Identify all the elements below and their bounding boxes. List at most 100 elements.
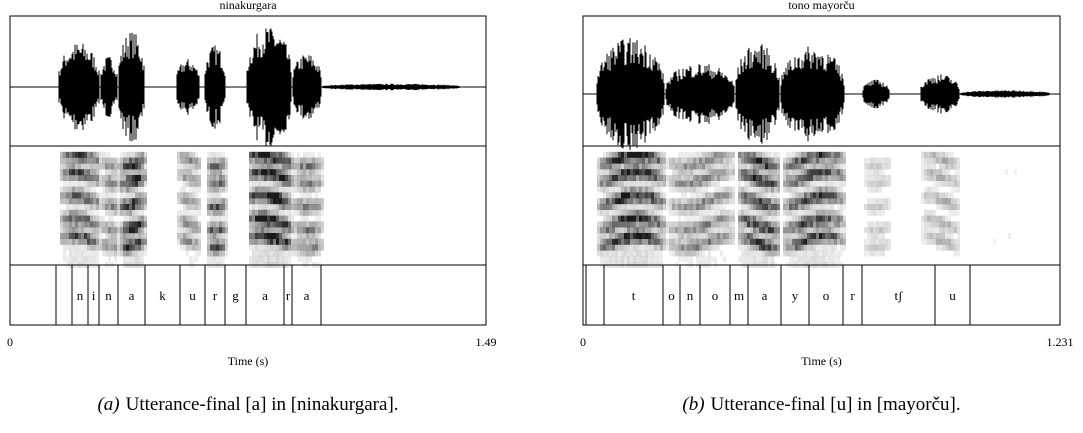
spectrogram-cell bbox=[672, 198, 675, 205]
spectrogram-cell bbox=[90, 233, 93, 239]
spectrogram-cell bbox=[63, 175, 66, 181]
spectrogram-cell bbox=[771, 256, 774, 263]
spectrogram-cell bbox=[642, 244, 645, 251]
spectrogram-cell bbox=[639, 169, 642, 176]
spectrogram-cell bbox=[255, 157, 258, 164]
spectrogram-cell bbox=[831, 250, 834, 257]
spectrogram-cell bbox=[294, 221, 297, 228]
spectrogram-cell bbox=[732, 233, 735, 239]
spectrogram-cell bbox=[876, 175, 879, 181]
spectrogram-cell bbox=[300, 233, 303, 239]
spectrogram-cell bbox=[678, 238, 681, 245]
spectrogram-cell bbox=[732, 221, 735, 228]
spectrogram-cell bbox=[696, 198, 699, 205]
spectrogram-cell bbox=[939, 169, 942, 176]
spectrogram-cell bbox=[924, 215, 927, 222]
spectrogram-cell bbox=[696, 256, 699, 263]
spectrogram-cell bbox=[819, 169, 822, 176]
spectrogram-cell bbox=[609, 215, 612, 222]
spectrogram-cell bbox=[276, 250, 279, 257]
spectrogram-cell bbox=[270, 163, 273, 170]
spectrogram-cell bbox=[672, 244, 675, 251]
spectrogram-cell bbox=[120, 192, 123, 199]
spectrogram-cell bbox=[930, 151, 933, 158]
spectrogram-cell bbox=[96, 192, 99, 199]
spectrogram-cell bbox=[105, 151, 108, 158]
spectrogram-cell bbox=[612, 256, 615, 263]
spectrogram-cell bbox=[726, 175, 729, 181]
spectrogram-cell bbox=[678, 215, 681, 222]
spectrogram-cell bbox=[696, 169, 699, 176]
spectrogram-cell bbox=[60, 169, 63, 176]
spectrogram-cell bbox=[621, 244, 624, 251]
spectrogram-cell bbox=[276, 227, 279, 234]
spectrogram-cell bbox=[840, 175, 843, 181]
spectrogram-cell bbox=[729, 169, 732, 176]
spectrogram-cell bbox=[948, 233, 951, 239]
spectrogram-cell bbox=[669, 175, 672, 181]
spectrogram-cell bbox=[216, 209, 219, 216]
spectrogram-cell bbox=[714, 175, 717, 181]
spectrogram-cell bbox=[684, 157, 687, 164]
spectrogram-cell bbox=[657, 163, 660, 170]
spectrogram-cell bbox=[300, 192, 303, 199]
spectrogram-cell bbox=[276, 198, 279, 205]
spectrogram-cell bbox=[129, 186, 132, 193]
spectrogram-cell bbox=[702, 186, 705, 193]
spectrogram-cell bbox=[882, 221, 885, 228]
spectrogram-cell bbox=[600, 221, 603, 228]
spectrogram-cell bbox=[261, 209, 264, 216]
spectrogram-cell bbox=[255, 169, 258, 176]
spectrogram-cell bbox=[768, 215, 771, 222]
spectrogram-cell bbox=[648, 186, 651, 193]
spectrogram-cell bbox=[939, 204, 942, 210]
spectrogram-cell bbox=[810, 186, 813, 193]
spectrogram-cell bbox=[747, 157, 750, 164]
spectrogram-cell bbox=[729, 221, 732, 228]
spectrogram-cell bbox=[828, 221, 831, 228]
spectrogram-cell bbox=[744, 192, 747, 199]
spectrogram-cell bbox=[684, 180, 687, 187]
spectrogram-cell bbox=[177, 198, 180, 205]
spectrogram-cell bbox=[87, 192, 90, 199]
spectrogram-cell bbox=[939, 163, 942, 170]
spectrogram-cell bbox=[942, 198, 945, 205]
spectrogram-cell bbox=[624, 192, 627, 199]
spectrogram-cell bbox=[303, 204, 306, 210]
spectrogram-cell bbox=[261, 151, 264, 158]
spectrogram-cell bbox=[597, 186, 600, 193]
spectrogram-cell bbox=[105, 169, 108, 176]
spectrogram-cell bbox=[651, 186, 654, 193]
spectrogram-cell bbox=[606, 198, 609, 205]
spectrogram-cell bbox=[207, 186, 210, 193]
spectrogram-cell bbox=[630, 233, 633, 239]
spectrogram-cell bbox=[267, 157, 270, 164]
spectrogram-cell bbox=[651, 233, 654, 239]
spectrogram-cell bbox=[279, 169, 282, 176]
spectrogram-cell bbox=[843, 163, 846, 170]
spectrogram-cell bbox=[225, 209, 228, 216]
spectrogram-cell bbox=[81, 215, 84, 222]
spectrogram-cell bbox=[714, 256, 717, 263]
spectrogram-cell bbox=[108, 250, 111, 257]
spectrogram-cell bbox=[741, 163, 744, 170]
spectrogram-cell bbox=[207, 204, 210, 210]
spectrogram-cell bbox=[300, 215, 303, 222]
spectrogram-cell bbox=[645, 221, 648, 228]
spectrogram-cell bbox=[792, 238, 795, 245]
spectrogram-cell bbox=[759, 244, 762, 251]
spectrogram bbox=[60, 151, 324, 268]
spectrogram-cell bbox=[795, 163, 798, 170]
spectrogram-cell bbox=[270, 198, 273, 205]
spectrogram-cell bbox=[933, 209, 936, 216]
spectrogram-cell bbox=[834, 186, 837, 193]
spectrogram-cell bbox=[72, 233, 75, 239]
spectrogram-cell bbox=[672, 250, 675, 257]
spectrogram-cell bbox=[222, 256, 225, 263]
spectrogram-cell bbox=[99, 238, 102, 245]
spectrogram-cell bbox=[273, 192, 276, 199]
spectrogram-cell bbox=[954, 157, 957, 164]
spectrogram-cell bbox=[807, 192, 810, 199]
spectrogram-cell bbox=[219, 250, 222, 257]
spectrogram-cell bbox=[657, 244, 660, 251]
